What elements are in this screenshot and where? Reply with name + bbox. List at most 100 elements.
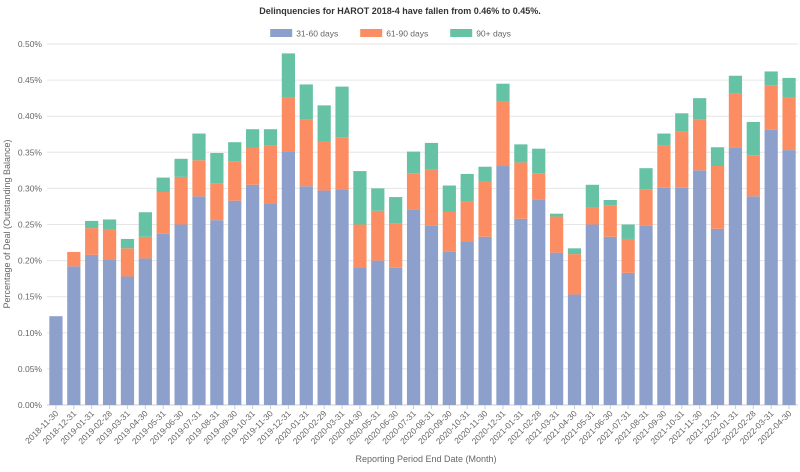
x-axis: 2018-11-302018-12-312019-01-312019-02-28… [23,405,794,446]
bar-segment-31-60-days [228,200,242,405]
legend-swatch[interactable] [360,29,383,37]
bar-segment-61-90-days [764,85,778,130]
bar-segment-90-days [549,213,564,217]
bar-segment-31-60-days [639,225,653,405]
bar-segment-31-60-days [406,209,421,405]
y-tick-label: 0.20% [18,256,43,266]
x-axis-label: Reporting Period End Date (Month) [355,454,496,464]
bar-segment-31-60-days [156,233,170,405]
chart-title: Delinquencies for HAROT 2018-4 have fall… [259,6,541,16]
bar-segment-61-90-days [532,173,546,200]
bar-segment-61-90-days [156,192,170,234]
y-tick-label: 0.00% [18,400,43,410]
bars-group [49,53,796,405]
legend-label[interactable]: 61-90 days [386,29,428,39]
y-tick-label: 0.45% [18,75,43,85]
bar-segment-31-60-days [764,129,778,405]
bar-segment-61-90-days [335,137,349,190]
legend-swatch[interactable] [270,29,293,37]
bar-segment-61-90-days [782,97,796,151]
bar-segment-90-days [478,166,492,182]
bar-segment-31-60-days [67,266,81,405]
bar-segment-61-90-days [693,119,707,171]
bar-segment-90-days [782,77,796,98]
bar-segment-31-60-days [85,254,99,405]
bar-segment-90-days [138,212,152,237]
y-tick-label: 0.35% [18,147,43,157]
bar-segment-90-days [424,142,439,170]
bar-segment-31-60-days [246,184,260,405]
bar-segment-61-90-days [728,93,743,148]
bar-segment-61-90-days [317,141,331,191]
bar-segment-31-60-days [174,224,188,405]
bar-segment-90-days [246,129,260,148]
chart-legend: 31-60 days 61-90 days 90+ days [270,29,511,39]
y-axis: 0.00% 0.05% 0.10% 0.15% 0.20% 0.25% 0.30% 0.35%… [18,39,43,410]
bar-segment-61-90-days [603,205,617,237]
bar-segment-90-days [353,171,367,225]
bar-segment-31-60-days [210,220,224,405]
bar-segment-61-90-days [639,189,653,226]
bar-segment-90-days [496,83,510,102]
bar-segment-31-60-days [782,150,796,405]
bar-segment-31-60-days [120,276,135,405]
bar-segment-31-60-days [49,316,63,405]
bar-segment-90-days [585,184,599,208]
bar-segment-90-days [693,98,707,120]
bar-segment-90-days [371,188,385,211]
legend-swatch[interactable] [450,29,473,37]
bar-segment-31-60-days [478,236,492,405]
bar-segment-31-60-days [746,196,760,405]
bar-segment-90-days [728,75,743,94]
bar-segment-90-days [263,129,278,146]
bar-segment-61-90-days [621,238,635,273]
bar-segment-61-90-days [585,207,599,225]
bar-segment-31-60-days [460,241,474,405]
bar-segment-61-90-days [424,169,439,226]
bar-segment-90-days [675,113,689,132]
bar-segment-61-90-days [67,251,81,267]
y-tick-label: 0.05% [18,364,43,374]
bar-segment-31-60-days [299,186,313,405]
bar-segment-31-60-days [728,147,743,405]
bar-segment-61-90-days [549,216,564,253]
legend-label[interactable]: 31-60 days [296,29,338,39]
bar-segment-61-90-days [657,145,671,188]
bar-segment-61-90-days [246,147,260,185]
bar-segment-90-days [621,224,635,239]
y-tick-label: 0.15% [18,292,43,302]
bar-segment-31-60-days [603,236,617,405]
bar-segment-31-60-days [514,218,528,405]
bar-segment-61-90-days [371,210,385,261]
bar-segment-61-90-days [353,224,367,268]
bar-segment-61-90-days [478,181,492,237]
bar-segment-90-days [460,173,474,202]
bar-segment-31-60-days [675,187,689,405]
bar-segment-31-60-days [138,258,152,405]
y-tick-label: 0.50% [18,39,43,49]
bar-segment-90-days [514,144,528,163]
bar-segment-61-90-days [299,119,313,187]
bar-segment-31-60-days [710,228,725,405]
bar-segment-61-90-days [281,97,296,152]
bar-segment-90-days [281,53,296,98]
bar-segment-31-60-days [263,203,278,405]
bar-segment-31-60-days [335,189,349,405]
bar-segment-90-days [639,168,653,190]
bar-segment-61-90-days [263,145,278,204]
bar-segment-61-90-days [138,236,152,259]
bar-segment-61-90-days [192,160,206,197]
bar-segment-61-90-days [567,254,582,295]
bar-segment-61-90-days [514,162,528,219]
bar-segment-61-90-days [174,176,188,225]
bar-segment-90-days [532,148,546,174]
bar-segment-90-days [335,86,349,138]
bar-segment-31-60-days [693,170,707,405]
legend-label[interactable]: 90+ days [476,29,511,39]
bar-segment-90-days [657,133,671,146]
bar-segment-90-days [174,158,188,177]
bar-segment-31-60-days [192,196,206,405]
bar-segment-90-days [210,153,224,184]
bar-segment-31-60-days [389,267,403,405]
bar-segment-90-days [603,199,617,206]
